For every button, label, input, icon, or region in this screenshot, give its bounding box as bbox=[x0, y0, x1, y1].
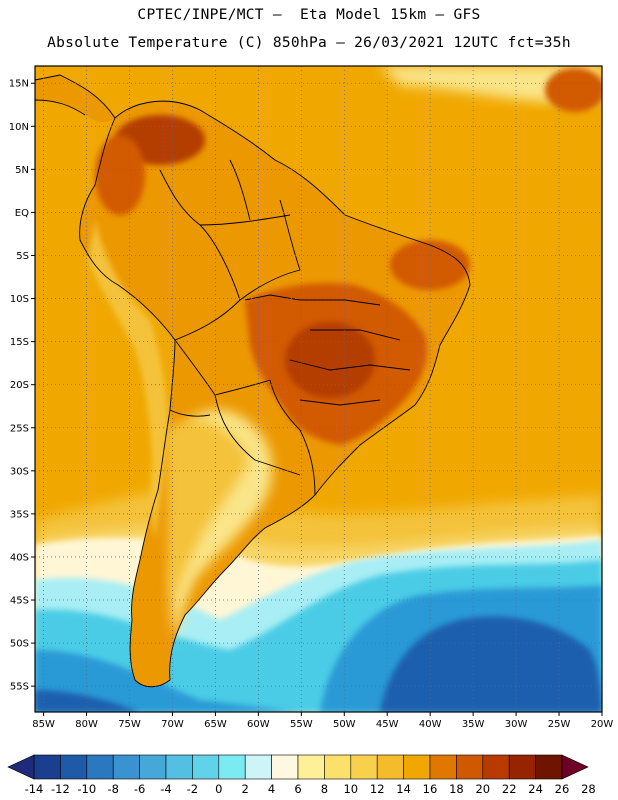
map-title-line1: CPTEC/INPE/MCT – Eta Model 15km – GFS bbox=[137, 7, 481, 23]
colorbar-swatch bbox=[192, 754, 220, 780]
colorbar-over-arrow bbox=[561, 754, 589, 780]
hot-spot-colombia bbox=[95, 135, 145, 215]
colorbar-label: -14 bbox=[25, 782, 44, 796]
colorbar-swatch bbox=[33, 754, 61, 780]
latitude-labels: 15N 10N 5N EQ 5S 10S 15S 20S 25S 30S 35S 40S 45S 50S 5… bbox=[9, 79, 35, 693]
lon-tick-label: 50W bbox=[333, 719, 356, 730]
blue-deep-band bbox=[35, 616, 602, 712]
warm-argentina bbox=[165, 420, 250, 600]
lon-tick-label: 25W bbox=[548, 719, 571, 730]
hot-spot-ne-brazil bbox=[390, 240, 470, 290]
lat-tick-label: 10S bbox=[10, 294, 29, 305]
land-central-america bbox=[35, 75, 115, 122]
colorbar-label: 12 bbox=[370, 782, 385, 796]
political-borders bbox=[35, 74, 471, 688]
colorbar-swatch bbox=[350, 754, 378, 780]
lat-tick-label: EQ bbox=[15, 208, 29, 219]
hot-spot-atlantic-ne bbox=[545, 68, 602, 112]
colorbar-swatch bbox=[456, 754, 484, 780]
temperature-field bbox=[35, 66, 602, 712]
lat-tick-label: 10N bbox=[9, 122, 29, 133]
lon-tick-label: 75W bbox=[118, 719, 141, 730]
colorbar-label: 28 bbox=[581, 782, 596, 796]
colorbar-label: -4 bbox=[160, 782, 171, 796]
colorbar-swatch bbox=[297, 754, 325, 780]
lon-tick-label: 35W bbox=[462, 719, 485, 730]
colorbar-label: -2 bbox=[187, 782, 198, 796]
colorbar-label: 16 bbox=[423, 782, 438, 796]
colorbar-swatch bbox=[429, 754, 457, 780]
colorbar-swatch bbox=[165, 754, 193, 780]
colorbar-label: 10 bbox=[343, 782, 358, 796]
colorbar-label: 26 bbox=[555, 782, 570, 796]
colorbar-label: 0 bbox=[215, 782, 222, 796]
colorbar-swatch bbox=[86, 754, 114, 780]
colorbar-swatch bbox=[376, 754, 404, 780]
colorbar-swatch bbox=[403, 754, 431, 780]
lat-tick-label: 5S bbox=[16, 251, 29, 262]
colorbar-swatch bbox=[508, 754, 536, 780]
colorbar-under-arrow bbox=[7, 754, 35, 780]
colorbar-swatch bbox=[218, 754, 246, 780]
colorbar-swatch bbox=[112, 754, 140, 780]
map-frame bbox=[34, 65, 603, 713]
colorbar-label: 2 bbox=[242, 782, 249, 796]
colorbar-label: 6 bbox=[294, 782, 301, 796]
colorbar-swatch bbox=[244, 754, 272, 780]
lat-lon-grid bbox=[35, 66, 603, 712]
lon-tick-label: 40W bbox=[419, 719, 442, 730]
colorbar-label: 22 bbox=[502, 782, 517, 796]
colorbar-swatch bbox=[60, 754, 88, 780]
lat-tick-label: 15S bbox=[10, 337, 29, 348]
lon-tick-label: 20W bbox=[591, 719, 614, 730]
colorbar-label: 4 bbox=[268, 782, 275, 796]
lat-tick-label: 45S bbox=[10, 596, 29, 607]
lat-tick-label: 55S bbox=[10, 682, 29, 693]
colorbar-label: -10 bbox=[77, 782, 96, 796]
colorbar-label: -8 bbox=[107, 782, 118, 796]
lat-tick-label: 25S bbox=[10, 423, 29, 434]
longitude-labels: 85W 80W 75W 70W 65W 60W 55W 50W 45W 40W 35W 30W 25W 2… bbox=[32, 712, 613, 730]
hottest-spot-brazil bbox=[285, 322, 375, 398]
lon-tick-label: 60W bbox=[247, 719, 270, 730]
colorbar-label: -6 bbox=[134, 782, 145, 796]
lon-tick-label: 85W bbox=[32, 719, 55, 730]
colorbar-swatch bbox=[324, 754, 352, 780]
colorbar-swatch bbox=[139, 754, 167, 780]
lon-tick-label: 70W bbox=[161, 719, 184, 730]
lat-tick-label: 15N bbox=[9, 79, 29, 90]
lon-tick-label: 80W bbox=[75, 719, 98, 730]
lat-tick-label: 50S bbox=[10, 639, 29, 650]
colorbar-label: -12 bbox=[51, 782, 70, 796]
lat-tick-label: 20S bbox=[10, 380, 29, 391]
lon-tick-label: 55W bbox=[290, 719, 313, 730]
lon-tick-label: 30W bbox=[505, 719, 528, 730]
colorbar-label: 20 bbox=[475, 782, 490, 796]
lat-tick-label: 30S bbox=[10, 466, 29, 477]
colorbar-swatch bbox=[535, 754, 563, 780]
map-title-line2: Absolute Temperature (C) 850hPa – 26/03/… bbox=[47, 35, 571, 51]
lon-tick-label: 45W bbox=[376, 719, 399, 730]
andes-strip bbox=[88, 220, 168, 540]
colorbar-swatch bbox=[271, 754, 299, 780]
colorbar-label: 24 bbox=[528, 782, 543, 796]
colorbar-label: 8 bbox=[321, 782, 328, 796]
temperature-colorbar: -14 -12 -10 -8 -6 -4 -2 0 2 4 6 8 10 12 14 16 18 20 22 24 26… bbox=[7, 754, 596, 796]
lat-tick-label: 5N bbox=[15, 165, 29, 176]
lat-tick-label: 40S bbox=[10, 552, 29, 563]
colorbar-label: 18 bbox=[449, 782, 464, 796]
lon-tick-label: 65W bbox=[204, 719, 227, 730]
colorbar-swatch bbox=[482, 754, 510, 780]
colorbar-label: 14 bbox=[396, 782, 411, 796]
lat-tick-label: 35S bbox=[10, 509, 29, 520]
